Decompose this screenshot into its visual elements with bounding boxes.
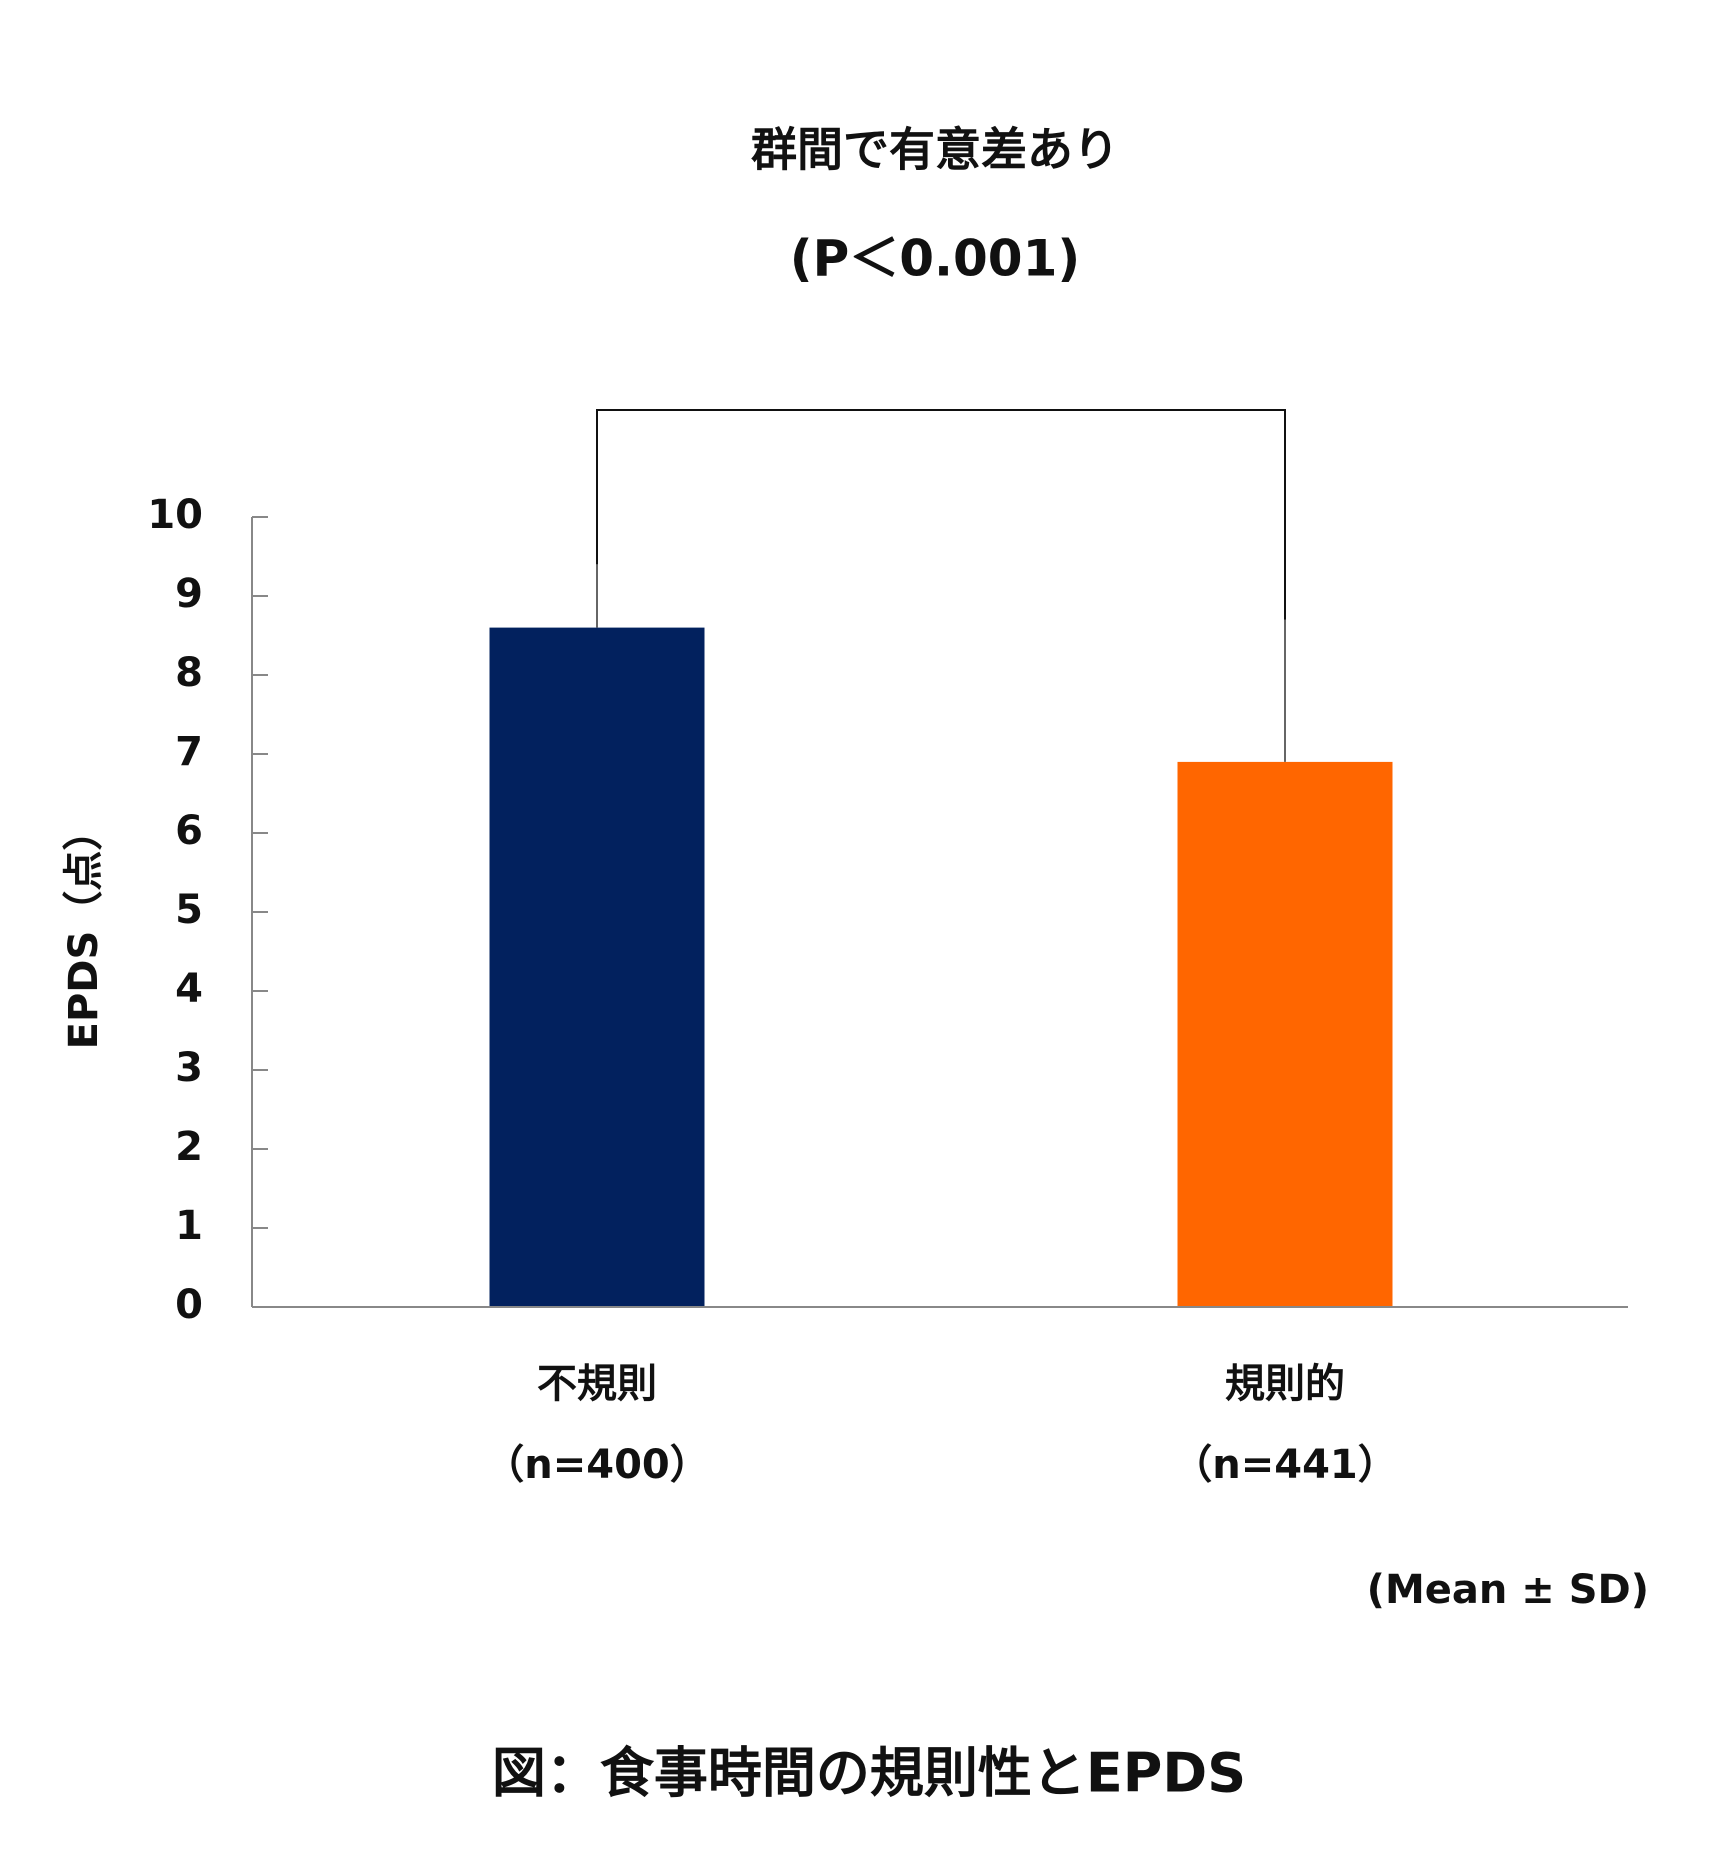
y-tick-label: 9 [175,571,203,617]
x-tick-sublabel: （n=441） [1172,1442,1398,1488]
significance-bracket [596,409,1286,620]
y-tick-label: 4 [175,966,203,1012]
bar [1177,761,1393,1307]
x-tick-label: 不規則 [537,1361,657,1407]
note: (Mean ± SD) [1367,1567,1649,1613]
y-tick-label: 7 [175,729,203,775]
y-tick-label: 3 [175,1045,203,1091]
y-tick-label: 0 [175,1282,203,1328]
x-tick-label: 規則的 [1225,1361,1345,1407]
y-tick-label: 5 [175,887,203,933]
caption: 図：食事時間の規則性とEPDS [492,1742,1246,1805]
p-value: (P＜0.001) [790,230,1081,288]
y-tick-label: 6 [175,808,203,854]
x-tick-sublabel: （n=400） [484,1442,710,1488]
y-axis-label: EPDS（点） [61,811,107,1050]
y-tick-label: 8 [175,650,203,696]
chart-title: 群間で有意差あり [751,123,1119,177]
y-tick-label: 10 [147,492,203,538]
y-tick-label: 2 [175,1124,203,1170]
y-tick-label: 1 [175,1203,203,1249]
bar [489,627,705,1307]
